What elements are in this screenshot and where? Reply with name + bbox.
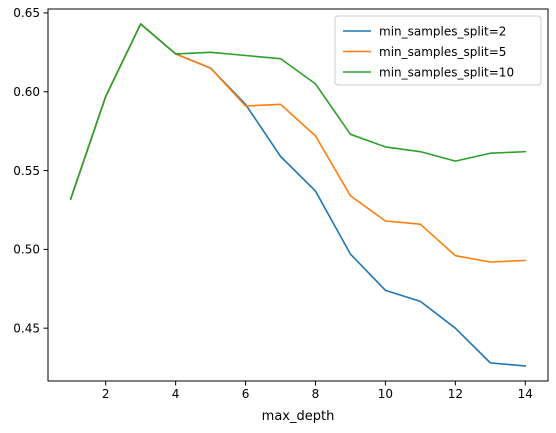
x-axis-label: max_depth bbox=[262, 409, 335, 424]
y-tick-label: 0.65 bbox=[13, 6, 40, 20]
x-axis-ticks: 2 4 6 8 10 12 14 bbox=[102, 381, 533, 401]
x-tick-label: 6 bbox=[242, 387, 250, 401]
x-tick-label: 12 bbox=[448, 387, 463, 401]
x-tick-label: 2 bbox=[102, 387, 110, 401]
x-tick-label: 14 bbox=[518, 387, 533, 401]
y-tick-label: 0.45 bbox=[13, 321, 40, 335]
series-lines bbox=[69, 23, 527, 367]
legend-label: min_samples_split=5 bbox=[379, 45, 506, 59]
legend: min_samples_split=2 min_samples_split=5mi… bbox=[334, 15, 542, 86]
x-tick-label: 8 bbox=[312, 387, 320, 401]
x-tick-label: 10 bbox=[378, 387, 393, 401]
legend-label: min_samples_split=10 bbox=[379, 65, 514, 79]
x-tick-label: 4 bbox=[172, 387, 180, 401]
plot-area-frame bbox=[47, 8, 549, 382]
y-axis-ticks: 0.45 0.50 0.55 0.60 0.65 bbox=[13, 6, 48, 335]
legend-label: min_samples_split=2 bbox=[379, 24, 506, 38]
y-tick-label: 0.50 bbox=[13, 243, 40, 257]
y-tick-label: 0.55 bbox=[13, 164, 40, 178]
legend-frame bbox=[334, 15, 542, 86]
series-line-3 bbox=[69, 23, 527, 200]
y-tick-label: 0.60 bbox=[13, 85, 40, 99]
